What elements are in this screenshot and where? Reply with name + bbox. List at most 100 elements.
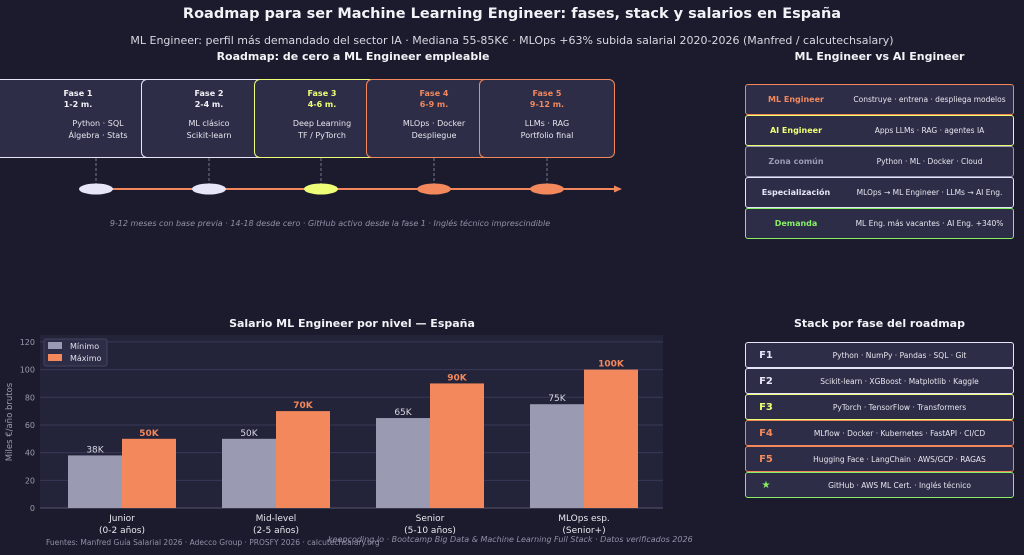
phase-line: Despliegue [411,131,457,140]
comparison-title: ML Engineer vs AI Engineer [794,50,965,63]
row-key: ★ [761,479,771,491]
y-tick-label: 20 [25,476,35,485]
timeline [79,158,622,195]
bar-mínimo [222,438,276,508]
phase-card: Fase 1 1-2 m. Python · SQL Álgebra · Stats [0,79,166,158]
phase-card: Fase 5 9-12 m. LLMs · RAG Portfolio final [479,79,615,158]
stack-row: F3 PyTorch · TensorFlow · Transformers [745,394,1014,420]
legend-label: Máximo [70,354,102,363]
row-value: GitHub · AWS ML Cert. · Inglés técnico [828,480,971,490]
legend-label: Mínimo [70,342,99,351]
salary-chart: 0 20 40 60 80 100 120 Miles €/año brutos 38K 50K J… [5,335,663,536]
roadmap-title: Roadmap: de cero a ML Engineer empleable [216,50,490,63]
row-key: F2 [759,375,773,387]
y-tick-label: 100 [20,366,35,375]
legend-swatch [48,354,62,361]
stack-row: ★ GitHub · AWS ML Cert. · Inglés técnico [745,472,1014,498]
footer-brand: keepcoding.io · Bootcamp Big Data & Mach… [328,535,693,544]
timeline-milestone [79,183,113,195]
stack-row: F1 Python · NumPy · Pandas · SQL · Git [745,342,1014,368]
stack-row: F5 Hugging Face · LangChain · AWS/GCP · R… [745,446,1014,472]
comparison-row: AI Engineer Apps LLMs · RAG · agentes IA [745,115,1014,146]
page-subtitle: ML Engineer: perfil más demandado del se… [130,34,894,47]
phase-duration: 4-6 m. [307,100,337,109]
row-value: Python · ML · Docker · Cloud [876,157,983,166]
phase-line: Scikit-learn [186,131,232,140]
row-key: F1 [759,349,773,361]
phase-name: Fase 3 [307,89,337,98]
bar-mínimo [68,455,122,508]
phase-line: LLMs · RAG [524,119,570,128]
chart-title: Salario ML Engineer por nivel — España [229,317,475,330]
phase-line: Deep Learning [292,119,352,128]
page-title: Roadmap para ser Machine Learning Engine… [182,6,842,22]
phase-line: Python · SQL [72,119,124,128]
phase-duration: 6-9 m. [419,100,449,109]
row-value: ML Eng. más vacantes · AI Eng. +340% [855,219,1004,228]
row-value: MLflow · Docker · Kubernetes · FastAPI ·… [813,428,986,438]
row-value: Hugging Face · LangChain · AWS/GCP · RAG… [813,454,986,464]
phase-name: Fase 4 [419,89,449,98]
row-key: Zona común [768,157,824,166]
x-tick-label: (2-5 años) [253,526,299,536]
comparison-row: Especialización MLOps → ML Engineer · LLM… [745,177,1014,208]
y-tick-label: 80 [25,393,35,402]
legend-swatch [48,342,62,349]
y-tick-label: 120 [20,338,35,347]
timeline-milestone [192,183,226,195]
y-tick-label: 60 [25,421,35,430]
phase-duration: 2-4 m. [194,100,224,109]
comparison-row: ML Engineer Construye · entrena · desplie… [745,84,1014,115]
bar-value-label: 50K [139,429,160,439]
row-value: MLOps → ML Engineer · LLMs → AI Eng. [856,188,1003,197]
timeline-milestone [417,183,451,195]
y-axis-label: Miles €/año brutos [5,382,15,461]
row-key: F3 [759,401,773,413]
phase-duration: 9-12 m. [529,100,565,109]
roadmap-caption: 9-12 meses con base previa · 14-18 desde… [109,219,551,228]
bar-máximo [430,383,484,508]
x-tick-label: (5-10 años) [404,526,456,536]
row-key: AI Engineer [769,126,823,135]
bar-value-label: 75K [548,394,566,404]
x-tick-label: MLOps esp. [558,514,610,524]
phase-line: Álgebra · Stats [68,131,128,140]
x-tick-label: (0-2 años) [99,526,145,536]
row-key: F4 [759,427,773,439]
bar-value-label: 100K [598,360,625,370]
phase-line: MLOps · Docker [402,119,466,128]
row-key: Demanda [774,219,818,228]
bar-mínimo [530,404,584,508]
row-value: Scikit-learn · XGBoost · Matplotlib · Ka… [820,376,979,386]
bar-value-label: 50K [240,429,258,439]
bar-value-label: 90K [447,373,468,383]
row-value: PyTorch · TensorFlow · Transformers [832,402,967,412]
row-key: F5 [759,453,773,465]
x-tick-label: Mid-level [256,514,297,524]
row-key: ML Engineer [768,95,824,104]
x-tick-label: (Senior+) [562,526,605,536]
timeline-milestone [530,183,564,195]
bar-máximo [122,438,176,508]
stack-row: F2 Scikit-learn · XGBoost · Matplotlib · … [745,368,1014,394]
x-tick-label: Junior [108,514,135,524]
stack-row: F4 MLflow · Docker · Kubernetes · FastAPI… [745,420,1014,446]
bar-value-label: 38K [86,445,104,455]
phase-line: ML clásico [188,119,230,128]
stack-title: Stack por fase del roadmap [794,317,965,330]
comparison-row: Zona común Python · ML · Docker · Cloud [745,146,1014,177]
footer-sources: Fuentes: Manfred Guía Salarial 2026 · Ad… [46,538,380,547]
phase-name: Fase 2 [194,89,224,98]
phase-name: Fase 5 [532,89,562,98]
timeline-milestone [304,183,338,195]
row-value: Python · NumPy · Pandas · SQL · Git [832,350,967,360]
bar-máximo [276,411,330,508]
phase-name: Fase 1 [63,89,93,98]
arrow-head-icon [614,185,622,193]
row-value: Construye · entrena · despliega modelos [853,95,1006,104]
bar-mínimo [376,418,430,508]
comparison-row: Demanda ML Eng. más vacantes · AI Eng. +3… [745,208,1014,239]
phase-line: TF / PyTorch [298,131,346,140]
row-value: Apps LLMs · RAG · agentes IA [874,126,985,135]
bar-máximo [584,369,638,508]
